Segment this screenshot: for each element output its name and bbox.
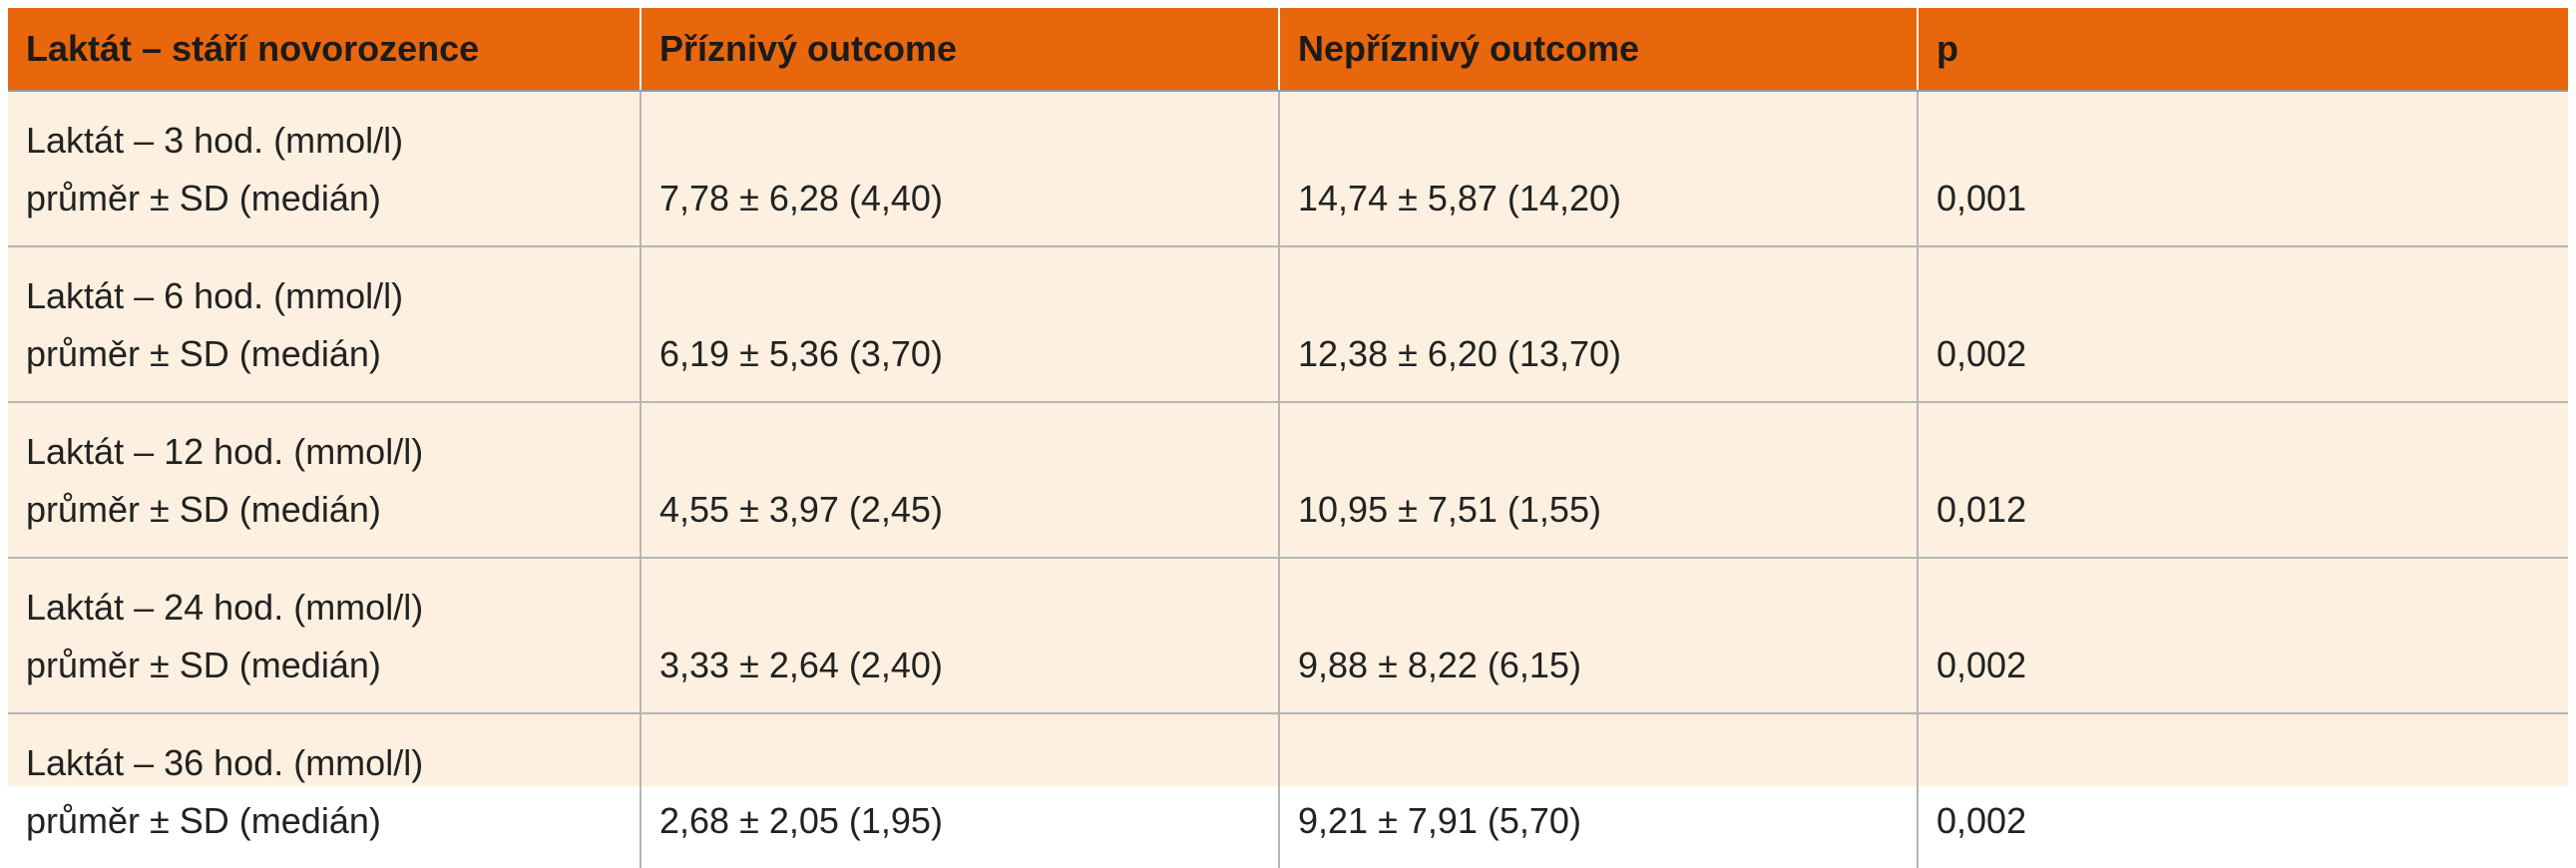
row-label-measure: Laktát – 36 hod. (mmol/l) — [26, 742, 424, 783]
row-label-cell: Laktát – 24 hod. (mmol/l) průměr ± SD (m… — [8, 558, 642, 714]
table-row: Laktát – 12 hod. (mmol/l) průměr ± SD (m… — [8, 402, 2568, 559]
table-row: Laktát – 36 hod. (mmol/l) průměr ± SD (m… — [8, 713, 2568, 868]
favorable-value: 2,68 ± 2,05 (1,95) — [641, 713, 1280, 868]
p-value: 0,002 — [1936, 800, 2027, 841]
column-header-p: p — [1918, 8, 2568, 92]
column-header-age: Laktát – stáří novorozence — [8, 8, 642, 92]
row-label-cell: Laktát – 36 hod. (mmol/l) průměr ± SD (m… — [8, 713, 642, 868]
p-value: 0,002 — [1918, 558, 2568, 714]
unfavorable-value: 9,88 ± 8,22 (6,15) — [1279, 558, 1919, 714]
table-row: Laktát – 24 hod. (mmol/l) průměr ± SD (m… — [8, 558, 2568, 714]
p-value: 0,012 — [1918, 402, 2568, 559]
favorable-value: 7,78 ± 6,28 (4,40) — [641, 91, 1280, 247]
unfavorable-value: 10,95 ± 7,51 (1,55) — [1279, 402, 1919, 559]
row-label-measure: Laktát – 6 hod. (mmol/l) — [26, 275, 404, 316]
unfavorable-value: 12,38 ± 6,20 (13,70) — [1279, 246, 1919, 403]
row-label-statistic: průměr ± SD (medián) — [26, 489, 381, 530]
unfavorable-value: 9,21 ± 7,91 (5,70) — [1279, 713, 1919, 868]
table-row: Laktát – 3 hod. (mmol/l) průměr ± SD (me… — [8, 91, 2568, 247]
row-label-statistic: průměr ± SD (medián) — [26, 333, 381, 374]
row-label-cell: Laktát – 3 hod. (mmol/l) průměr ± SD (me… — [8, 91, 642, 247]
row-label-measure: Laktát – 3 hod. (mmol/l) — [26, 120, 404, 161]
column-header-unfavorable: Nepříznivý outcome — [1279, 8, 1919, 92]
column-header-favorable: Příznivý outcome — [641, 8, 1280, 92]
unfavorable-value: 14,74 ± 5,87 (14,20) — [1279, 91, 1919, 247]
row-label-statistic: průměr ± SD (medián) — [26, 645, 381, 685]
row-label-measure: Laktát – 12 hod. (mmol/l) — [26, 431, 424, 472]
table-row: Laktát – 6 hod. (mmol/l) průměr ± SD (me… — [8, 246, 2568, 403]
favorable-value: 6,19 ± 5,36 (3,70) — [641, 246, 1280, 403]
row-label-statistic: průměr ± SD (medián) — [26, 800, 381, 841]
row-label-measure: Laktát – 24 hod. (mmol/l) — [26, 587, 424, 628]
favorable-value: 4,55 ± 3,97 (2,45) — [641, 402, 1280, 559]
table-header-row: Laktát – stáří novorozence Příznivý outc… — [8, 8, 2568, 92]
row-label-statistic: průměr ± SD (medián) — [26, 178, 381, 218]
row-label-cell: Laktát – 12 hod. (mmol/l) průměr ± SD (m… — [8, 402, 642, 559]
row-label-cell: Laktát – 6 hod. (mmol/l) průměr ± SD (me… — [8, 246, 642, 403]
lactate-outcome-table: Laktát – stáří novorozence Příznivý outc… — [8, 8, 2568, 868]
p-value: 0,002 — [1918, 246, 2568, 403]
favorable-value: 3,33 ± 2,64 (2,40) — [641, 558, 1280, 714]
lactate-table-container: Laktát – stáří novorozence Příznivý outc… — [8, 8, 2568, 868]
p-value: 0,001 — [1918, 91, 2568, 247]
